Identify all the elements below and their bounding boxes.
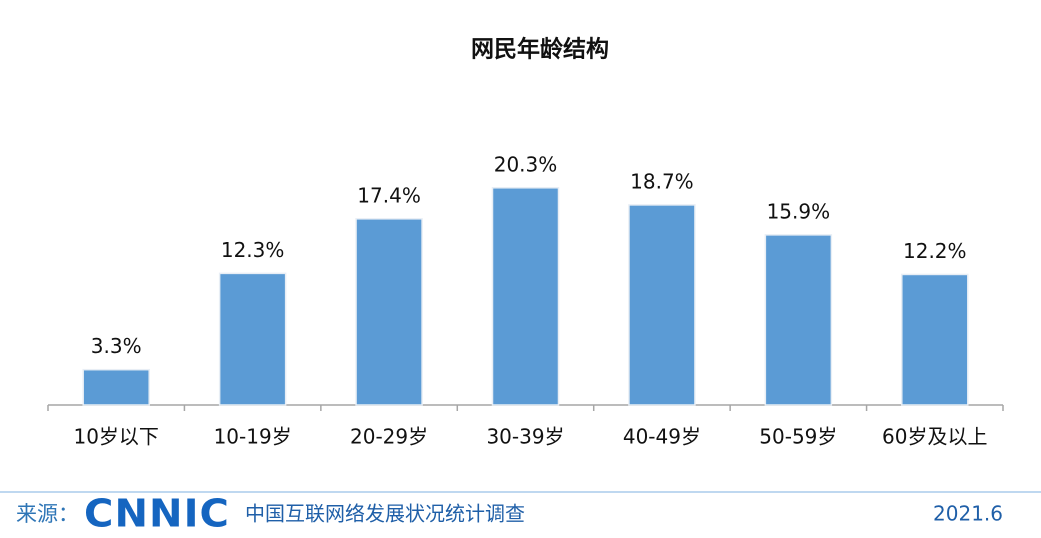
bar: [901, 273, 969, 406]
bar: [218, 272, 287, 406]
value-label: 12.2%: [903, 239, 967, 263]
x-tick-label: 10岁以下: [73, 425, 158, 449]
value-label: 15.9%: [767, 199, 831, 223]
value-label: 20.3%: [494, 152, 558, 176]
x-tick-label: 30-39岁: [486, 425, 564, 449]
value-label: 17.4%: [357, 183, 421, 207]
bar: [82, 368, 150, 406]
value-label: 12.3%: [221, 238, 285, 262]
bar: [355, 218, 423, 406]
value-label: 3.3%: [91, 334, 142, 358]
x-tick-label: 50-59岁: [759, 425, 837, 449]
chart-title: 网民年龄结构: [471, 36, 609, 63]
x-tick-label: 10-19岁: [214, 425, 292, 449]
value-label: 18.7%: [630, 169, 694, 193]
bar: [764, 234, 833, 406]
bar: [628, 204, 696, 406]
source-date: 2021.6: [933, 502, 1003, 526]
bar: [491, 187, 560, 406]
source-label: 来源：: [16, 502, 79, 526]
x-tick-label: 20-29岁: [350, 425, 428, 449]
source-logo: CNNIC: [84, 492, 230, 536]
x-tick-label: 40-49岁: [623, 425, 701, 449]
source-text: 中国互联网络发展状况统计调查: [245, 502, 525, 526]
x-tick-label: 60岁及以上: [882, 425, 987, 449]
